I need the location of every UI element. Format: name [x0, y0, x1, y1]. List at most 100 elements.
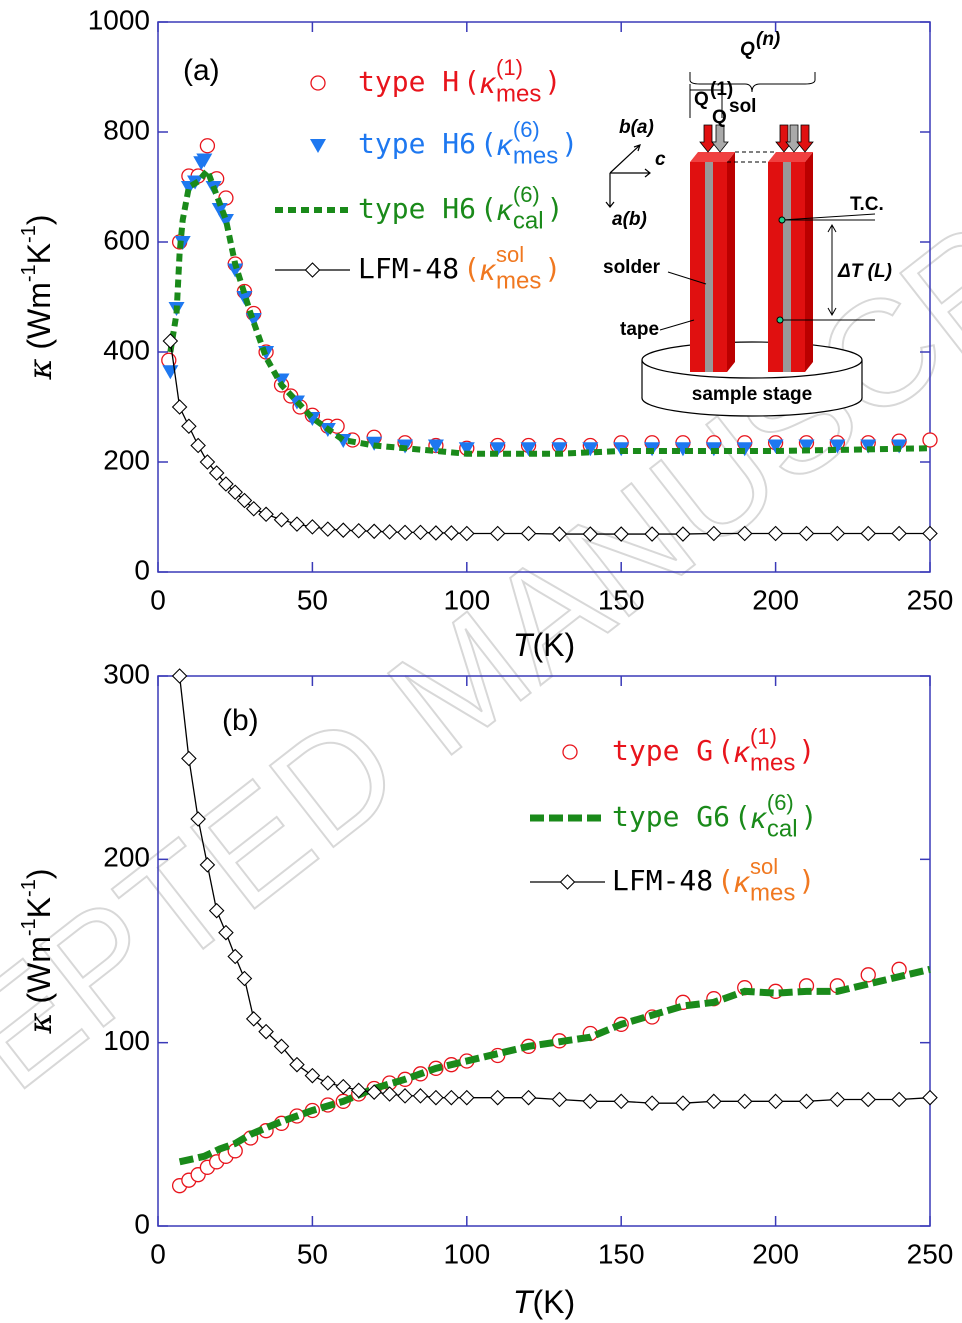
- leader: [659, 319, 695, 331]
- y-tick-label: 1000: [88, 4, 150, 35]
- marker: [829, 525, 846, 542]
- legend-paren: (: [463, 252, 480, 285]
- legend-name: type H6: [358, 192, 476, 225]
- marker: [675, 1095, 691, 1111]
- marker: [706, 1093, 722, 1110]
- q-n-sup: (n): [756, 29, 780, 50]
- marker: [236, 492, 253, 509]
- legend-symbol: κ: [751, 802, 768, 835]
- slab: [768, 162, 783, 372]
- x-tick-label: 200: [752, 1238, 799, 1269]
- legend-symbol: κ: [497, 129, 514, 162]
- marker: [236, 970, 253, 987]
- x-axis-title-part: T: [513, 627, 535, 663]
- marker: [736, 525, 753, 542]
- legend-sub: mes: [750, 749, 795, 776]
- y-tick-label: 200: [103, 842, 150, 873]
- legend-sup: (1): [750, 724, 777, 749]
- marker: [428, 525, 444, 541]
- marker: [798, 439, 815, 454]
- slab: [768, 152, 813, 162]
- marker: [582, 526, 599, 542]
- marker: [829, 1091, 846, 1108]
- marker: [227, 484, 243, 501]
- legend-marker: [310, 75, 326, 91]
- legend-paren: ): [544, 65, 561, 98]
- stage-top: [641, 341, 863, 379]
- legend-paren: ): [798, 734, 815, 767]
- y-tick-label: 100: [103, 1025, 150, 1056]
- marker: [520, 1089, 537, 1106]
- legend-name: LFM-48: [612, 864, 713, 897]
- marker: [211, 203, 228, 217]
- x-tick-label: 250: [907, 584, 954, 615]
- marker: [320, 521, 336, 537]
- legend-symbol: κ: [480, 67, 497, 100]
- solder-label: solder: [603, 257, 661, 278]
- marker: [520, 442, 537, 457]
- marker: [199, 138, 216, 154]
- marker: [891, 1091, 907, 1108]
- legend-sub: mes: [496, 80, 541, 107]
- y-axis-title-part: K: [21, 897, 57, 918]
- legend-paren: (: [480, 192, 497, 225]
- legend-sub: cal: [767, 815, 798, 842]
- legend-sub: mes: [513, 142, 558, 169]
- marker: [922, 432, 938, 448]
- axis-arrow: [609, 144, 641, 174]
- tc-label: T.C.: [850, 194, 884, 215]
- y-axis-title: κ (Wm-1K-1): [18, 869, 58, 1035]
- slab: [791, 162, 805, 372]
- marker: [736, 1093, 753, 1110]
- marker: [258, 506, 274, 523]
- y-tick-label: 200: [103, 444, 150, 475]
- legend-symbol: κ: [480, 254, 497, 287]
- legend-sub: mes: [750, 879, 795, 906]
- legend-paren: (: [480, 127, 497, 160]
- y-axis-title-part: ): [21, 869, 57, 880]
- marker: [181, 750, 197, 767]
- marker: [798, 1093, 815, 1110]
- tc-wire: [781, 213, 876, 221]
- legend-name: LFM-48: [358, 252, 459, 285]
- marker: [489, 1089, 506, 1106]
- x-tick-label: 250: [907, 1238, 954, 1269]
- marker: [218, 924, 234, 941]
- marker: [459, 525, 475, 542]
- legend-sub: mes: [496, 267, 541, 294]
- heat-arrow: [796, 124, 814, 153]
- marker: [613, 1093, 629, 1110]
- leader: [667, 271, 707, 285]
- marker: [582, 442, 599, 457]
- legend-sup: (6): [767, 790, 794, 815]
- tc-dot: [776, 316, 784, 324]
- tape-label: tape: [620, 319, 659, 340]
- x-tick-label: 150: [598, 1238, 645, 1269]
- y-axis-title-part: -1: [18, 879, 40, 897]
- marker: [171, 668, 188, 684]
- marker: [860, 967, 876, 983]
- marker: [350, 522, 367, 539]
- y-axis-title: κ (Wm-1K-1): [18, 215, 58, 381]
- marker: [443, 525, 460, 541]
- legend-paren: ): [798, 864, 815, 897]
- marker: [582, 1093, 599, 1110]
- marker: [829, 439, 846, 454]
- marker: [350, 1082, 367, 1099]
- marker: [304, 519, 321, 535]
- legend-paren: ): [801, 800, 818, 833]
- marker: [551, 442, 568, 457]
- marker: [412, 1088, 429, 1104]
- marker: [922, 525, 938, 542]
- marker: [675, 526, 691, 542]
- marker: [381, 524, 398, 540]
- y-tick-label: 0: [134, 1208, 150, 1239]
- marker: [397, 524, 413, 541]
- heat-arrow: [699, 124, 717, 153]
- marker: [258, 1023, 274, 1040]
- marker: [227, 948, 243, 965]
- marker: [218, 476, 234, 492]
- slab: [690, 162, 705, 372]
- marker: [335, 522, 352, 538]
- q-sol-sup: sol: [729, 96, 756, 117]
